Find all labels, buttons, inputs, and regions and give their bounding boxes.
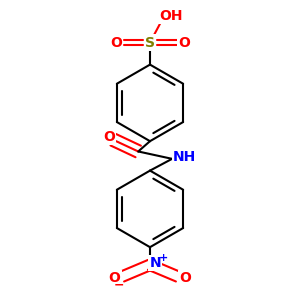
Text: N: N: [149, 256, 161, 270]
Text: O: O: [178, 35, 190, 50]
Text: O: O: [103, 130, 115, 144]
Text: NH: NH: [173, 150, 196, 164]
Text: OH: OH: [159, 9, 182, 23]
Text: +: +: [159, 254, 168, 263]
Text: O: O: [109, 271, 121, 285]
Text: O: O: [110, 35, 122, 50]
Text: O: O: [179, 271, 191, 285]
Text: S: S: [145, 35, 155, 50]
Text: −: −: [113, 278, 124, 291]
